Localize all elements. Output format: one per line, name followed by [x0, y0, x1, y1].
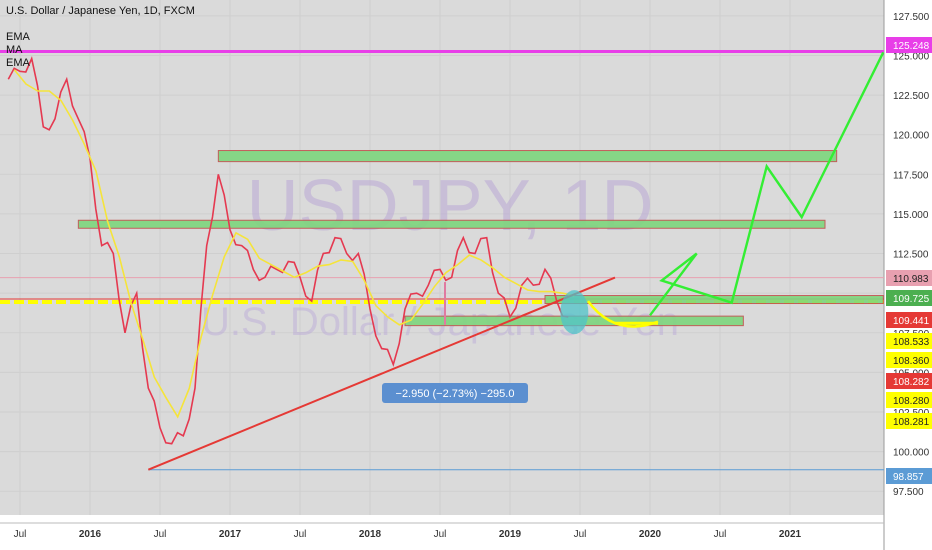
x-tick-label: 2017: [219, 529, 242, 540]
x-tick-label: 2018: [359, 529, 382, 540]
price-tag-label: 108.360: [893, 356, 930, 367]
x-tick-label: 2016: [79, 529, 102, 540]
price-tag-label: 108.281: [893, 417, 930, 428]
price-tag-box: [886, 392, 932, 408]
watermark-symbol: USDJPY, 1D: [247, 166, 654, 246]
indicator-ema-1: EMA: [6, 31, 30, 43]
x-tick-label: Jul: [154, 529, 167, 540]
indicator-ema-2: EMA: [6, 57, 30, 69]
measure-label-text: −2.950 (−2.73%) −295.0: [396, 388, 515, 400]
y-tick-label: 122.500: [893, 91, 930, 102]
price-tag-box: [886, 290, 932, 306]
x-tick-label: 2021: [779, 529, 802, 540]
moving-average-line: [13, 69, 575, 419]
price-tag-label: 108.282: [893, 377, 930, 388]
price-tag-box: [886, 37, 932, 53]
price-tag-label: 125.248: [893, 41, 930, 52]
price-tag-box: [886, 373, 932, 389]
price-tag-label: 110.983: [893, 274, 929, 285]
chart-title: U.S. Dollar / Japanese Yen, 1D, FXCM: [6, 5, 195, 17]
x-tick-label: Jul: [294, 529, 307, 540]
price-tag-box: [886, 312, 932, 328]
plot-area: [0, 0, 884, 515]
support-resistance-zone: [544, 295, 884, 305]
y-tick-label: 125.000: [893, 51, 930, 62]
y-tick-label: 100.000: [893, 448, 930, 459]
price-tag-label: 108.533: [893, 337, 930, 348]
x-tick-label: 2019: [499, 529, 522, 540]
measure-label-box: [382, 383, 528, 403]
support-resistance-zone: [217, 150, 838, 163]
price-tag-label: 109.725: [893, 294, 930, 305]
x-tick-label: 2020: [639, 529, 662, 540]
price-tag-box: [886, 333, 932, 349]
y-tick-label: 115.000: [893, 210, 929, 221]
price-tag-label: 108.280: [893, 396, 930, 407]
price-tag-box: [886, 270, 932, 286]
y-tick-label: 97.500: [893, 487, 924, 498]
price-tag-box: [886, 468, 932, 484]
x-tick-label: Jul: [14, 529, 27, 540]
highlight-ellipse: [560, 290, 589, 335]
price-tag-box: [886, 352, 932, 368]
x-tick-label: Jul: [574, 529, 587, 540]
support-resistance-zone: [77, 219, 826, 229]
price-series: [7, 56, 569, 445]
price-tag-box: [886, 413, 932, 429]
y-tick-label: 112.500: [893, 250, 929, 261]
y-tick-label: 117.500: [893, 170, 929, 181]
indicator-ma: MA: [6, 44, 23, 56]
projection-path: [649, 51, 885, 317]
x-tick-label: Jul: [434, 529, 447, 540]
trendline: [147, 276, 616, 471]
price-tag-label: 98.857: [893, 472, 924, 483]
price-tag-label: 109.441: [893, 316, 930, 327]
y-tick-label: 120.000: [893, 131, 930, 142]
x-tick-label: Jul: [714, 529, 727, 540]
y-tick-label: 127.500: [893, 12, 930, 23]
